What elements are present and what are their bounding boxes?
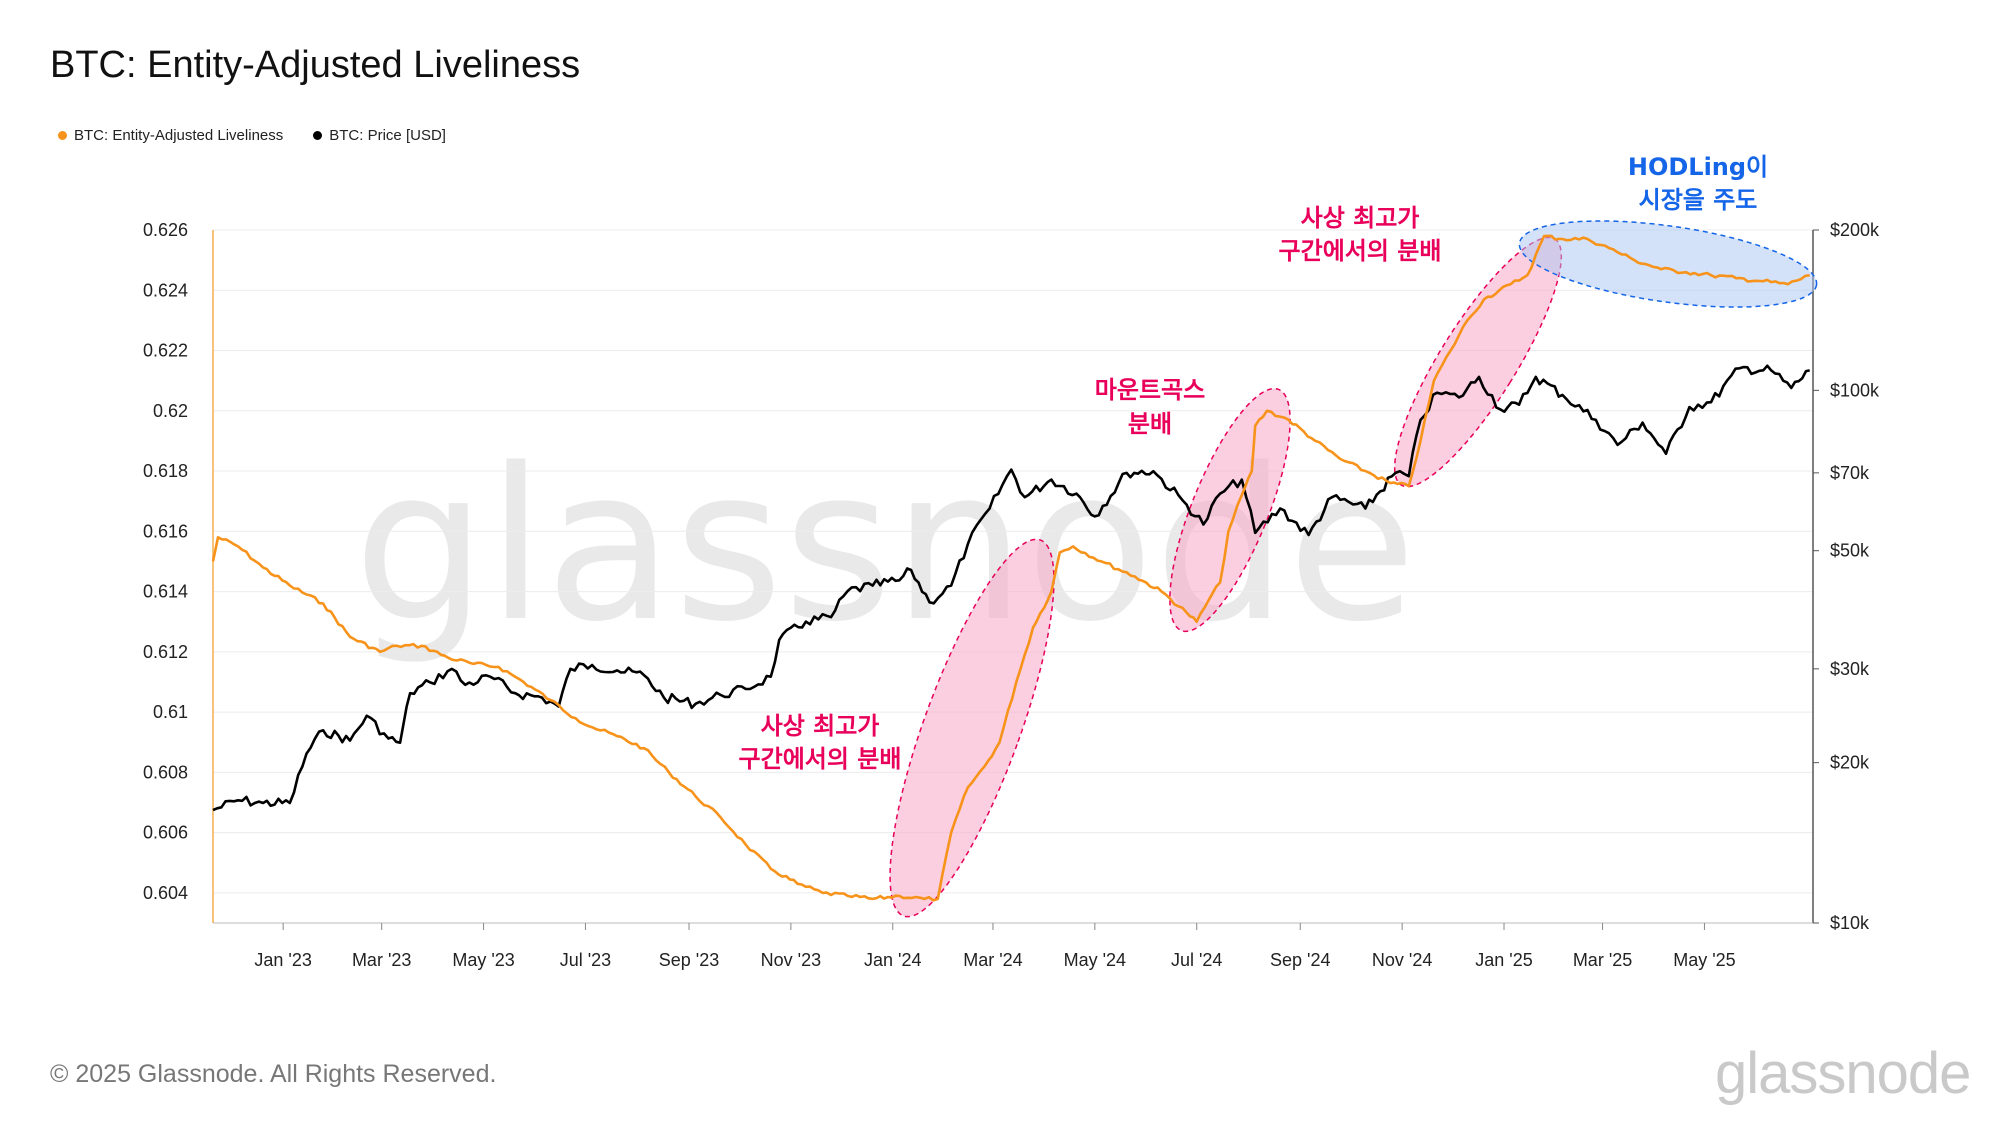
x-tick-label: Jul '23 — [560, 950, 611, 970]
x-tick-label: Nov '23 — [761, 950, 821, 970]
right-tick-label: $50k — [1830, 541, 1870, 561]
left-tick-label: 0.612 — [143, 642, 188, 662]
right-tick-label: $20k — [1830, 753, 1870, 773]
x-tick-label: Sep '23 — [659, 950, 720, 970]
left-tick-label: 0.622 — [143, 341, 188, 361]
left-tick-label: 0.616 — [143, 521, 188, 541]
x-tick-label: Mar '24 — [963, 950, 1022, 970]
left-axis-ticks: 0.626 0.624 0.622 0.62 0.618 0.616 0.614 0.612 0… — [143, 220, 188, 903]
right-tick-label: $200k — [1830, 220, 1880, 240]
x-axis-ticks: Jan '23 Mar '23 May '23 Jul '23 Sep '23 Nov '… — [254, 923, 1736, 970]
annotation-ath-2025-line1: 사상 최고가 — [1301, 204, 1420, 232]
chart-title: BTC: Entity-Adjusted Liveliness — [50, 44, 581, 86]
highlight-ath-2024 — [889, 538, 1055, 918]
x-tick-label: Jan '25 — [1475, 950, 1532, 970]
left-tick-label: 0.618 — [143, 461, 188, 481]
glassnode-logo: glassnode — [1715, 1041, 1971, 1106]
legend-dot-liveliness — [58, 131, 67, 140]
x-tick-label: Jul '24 — [1171, 950, 1222, 970]
x-tick-label: Nov '24 — [1372, 950, 1432, 970]
liveliness-series-line — [211, 234, 1810, 902]
price-series-line — [212, 364, 1810, 812]
annotation-ath-2024-line1: 사상 최고가 — [761, 712, 880, 740]
x-tick-label: Mar '25 — [1573, 950, 1632, 970]
annotation-highlights — [889, 220, 1818, 918]
highlight-hodling — [1518, 220, 1818, 308]
annotation-hodling-line1: HODLing이 — [1628, 153, 1768, 181]
copyright-footer: © 2025 Glassnode. All Rights Reserved. — [50, 1060, 497, 1088]
annotation-mtgox-line2: 분배 — [1128, 410, 1172, 438]
right-axis-ticks: $200k $100k $70k $50k $30k $20k $10k — [1813, 220, 1880, 933]
legend-dot-price — [313, 131, 323, 140]
left-tick-label: 0.626 — [143, 220, 188, 240]
right-tick-label: $70k — [1830, 463, 1870, 483]
legend-item-price[interactable]: BTC: Price [USD] — [313, 127, 446, 144]
legend-item-liveliness[interactable]: BTC: Entity-Adjusted Liveliness — [58, 127, 283, 144]
annotation-mtgox-line1: 마운트곡스 — [1095, 376, 1205, 404]
legend-label-price: BTC: Price [USD] — [329, 127, 446, 144]
right-tick-label: $10k — [1830, 913, 1870, 933]
x-tick-label: Mar '23 — [352, 950, 411, 970]
annotation-ath-2025-line2: 구간에서의 분배 — [1279, 237, 1442, 265]
annotation-ath-2024-line2: 구간에서의 분배 — [739, 745, 902, 773]
left-tick-label: 0.606 — [143, 823, 188, 843]
legend-label-liveliness: BTC: Entity-Adjusted Liveliness — [74, 127, 284, 144]
x-tick-label: Jan '24 — [864, 950, 921, 970]
highlight-mtgox — [1169, 387, 1291, 633]
annotation-hodling-line2: 시장을 주도 — [1639, 186, 1758, 214]
right-tick-label: $100k — [1830, 380, 1880, 400]
x-tick-label: Sep '24 — [1270, 950, 1331, 970]
x-tick-label: May '25 — [1673, 950, 1735, 970]
left-tick-label: 0.604 — [143, 883, 188, 903]
right-tick-label: $30k — [1830, 659, 1870, 679]
left-tick-label: 0.608 — [143, 762, 188, 782]
left-tick-label: 0.624 — [143, 280, 188, 300]
left-tick-label: 0.61 — [153, 702, 188, 722]
x-tick-label: Jan '23 — [254, 950, 311, 970]
legend: BTC: Entity-Adjusted Liveliness BTC: Pri… — [58, 127, 446, 144]
x-tick-label: May '24 — [1064, 950, 1126, 970]
left-tick-label: 0.614 — [143, 582, 188, 602]
x-tick-label: May '23 — [452, 950, 514, 970]
left-tick-label: 0.62 — [153, 401, 188, 421]
annotations: 사상 최고가 구간에서의 분배 마운트곡스 분배 사상 최고가 구간에서의 분배… — [739, 153, 1769, 773]
